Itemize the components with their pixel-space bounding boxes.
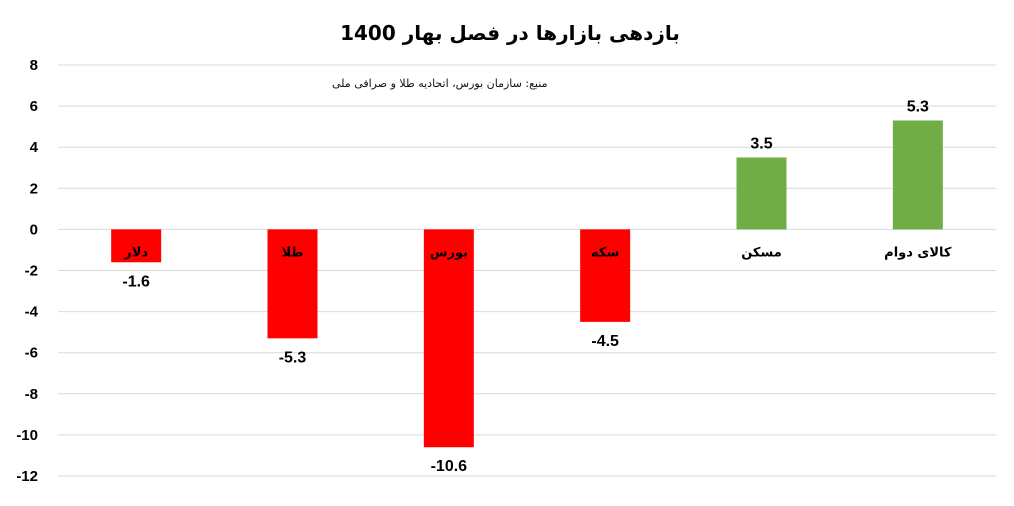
y-tick-label: -8	[25, 386, 38, 403]
gridlines	[58, 64, 996, 477]
y-tick-label: -6	[25, 345, 38, 362]
data-label: -4.5	[591, 333, 619, 350]
bar	[423, 229, 474, 448]
y-tick-label: -10	[16, 427, 38, 444]
bar	[580, 229, 631, 322]
data-label: -5.3	[279, 349, 307, 366]
y-tick-label: -2	[25, 263, 38, 280]
bars	[111, 120, 943, 448]
category-label: طلا	[281, 245, 303, 260]
y-axis-ticks: 8 6 4 2 0 -2 -4 -6 -8 -10 -12	[16, 57, 38, 485]
y-tick-label: -12	[16, 468, 38, 485]
data-label: 3.5	[750, 135, 772, 152]
category-label: بورس	[430, 245, 468, 260]
data-labels: -1.6 -5.3 -10.6 -4.5 3.5 5.3	[122, 98, 929, 475]
data-label: -10.6	[431, 458, 468, 475]
category-label: سکه	[591, 245, 619, 260]
y-tick-label: 6	[30, 98, 38, 115]
category-label: مسکن	[741, 245, 782, 260]
y-tick-label: 2	[30, 180, 38, 197]
bar	[892, 120, 943, 230]
bar	[736, 157, 787, 230]
category-label: کالای دوام	[884, 245, 952, 260]
y-tick-label: 0	[30, 221, 38, 238]
y-tick-label: -4	[25, 304, 39, 321]
bar	[267, 229, 318, 339]
y-tick-label: 8	[30, 57, 38, 74]
data-label: 5.3	[907, 98, 929, 115]
bar	[111, 229, 162, 263]
category-labels: دلار طلا بورس سکه مسکن کالای دوام	[123, 245, 952, 260]
category-label: دلار	[123, 245, 148, 260]
data-label: -1.6	[122, 273, 150, 290]
y-tick-label: 4	[30, 139, 39, 156]
source-note: منبع: سازمان بورس، اتحادیه طلا و صرافی م…	[332, 77, 548, 90]
chart-title: بازدهی بازارها در فصل بهار 1400	[340, 21, 680, 45]
